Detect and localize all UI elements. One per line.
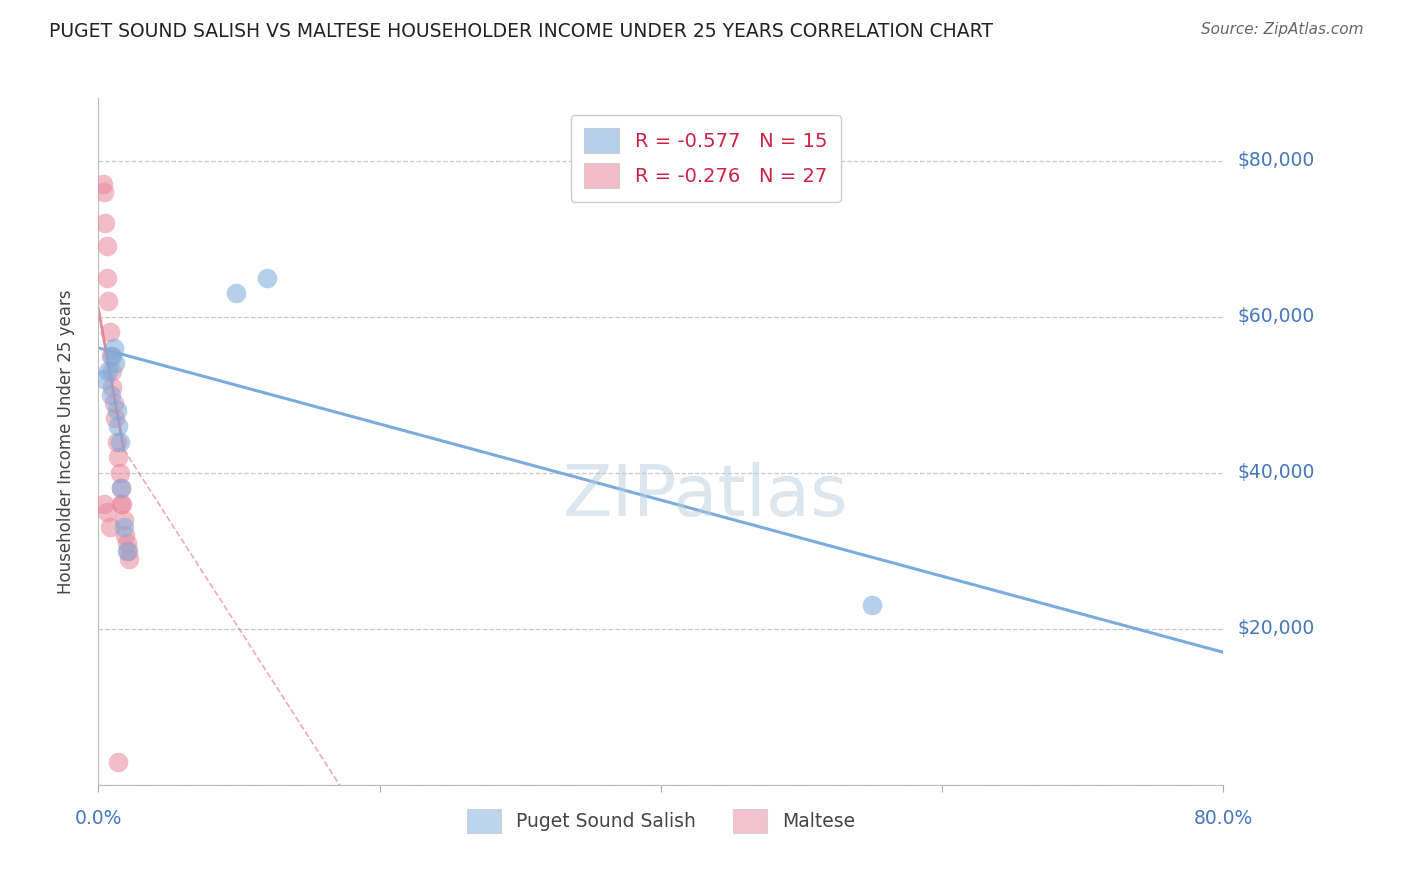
Point	[93, 497, 115, 511]
Point	[112, 512, 135, 526]
Point	[110, 497, 132, 511]
Point	[97, 364, 120, 378]
Point	[107, 450, 129, 464]
Text: $20,000: $20,000	[1237, 619, 1315, 639]
Point	[118, 551, 141, 566]
Point	[93, 185, 115, 199]
Text: ZIPatlas: ZIPatlas	[562, 462, 849, 531]
Point	[103, 341, 125, 355]
Point	[96, 505, 118, 519]
Point	[110, 482, 132, 496]
Point	[115, 536, 138, 550]
Text: 80.0%: 80.0%	[1194, 809, 1253, 828]
Point	[93, 372, 115, 386]
Point	[110, 482, 132, 496]
Point	[100, 349, 122, 363]
Point	[100, 387, 122, 401]
Point	[103, 395, 125, 409]
Point	[97, 293, 120, 308]
Point	[115, 543, 138, 558]
Point	[104, 411, 127, 425]
Text: PUGET SOUND SALISH VS MALTESE HOUSEHOLDER INCOME UNDER 25 YEARS CORRELATION CHAR: PUGET SOUND SALISH VS MALTESE HOUSEHOLDE…	[49, 22, 993, 41]
Text: $80,000: $80,000	[1237, 151, 1315, 170]
Point	[107, 755, 129, 769]
Y-axis label: Householder Income Under 25 years: Householder Income Under 25 years	[56, 289, 75, 594]
Point	[112, 520, 135, 534]
Point	[107, 418, 129, 433]
Point	[98, 520, 121, 534]
Point	[117, 543, 139, 558]
Text: 0.0%: 0.0%	[75, 809, 122, 828]
Point	[104, 356, 127, 371]
Point	[101, 380, 124, 394]
Point	[101, 364, 124, 378]
Point	[860, 599, 883, 613]
Point	[105, 403, 128, 417]
Text: Source: ZipAtlas.com: Source: ZipAtlas.com	[1201, 22, 1364, 37]
Point	[98, 325, 121, 339]
Point	[108, 466, 131, 480]
Point	[256, 270, 278, 285]
Point	[101, 349, 124, 363]
Text: $60,000: $60,000	[1237, 307, 1315, 326]
Legend: Puget Sound Salish, Maltese: Puget Sound Salish, Maltese	[460, 802, 862, 841]
Text: $40,000: $40,000	[1237, 463, 1315, 483]
Point	[108, 434, 131, 449]
Point	[96, 239, 118, 253]
Point	[225, 286, 247, 301]
Point	[94, 216, 117, 230]
Point	[114, 528, 136, 542]
Point	[111, 497, 134, 511]
Point	[96, 270, 118, 285]
Point	[91, 177, 114, 191]
Point	[105, 434, 128, 449]
